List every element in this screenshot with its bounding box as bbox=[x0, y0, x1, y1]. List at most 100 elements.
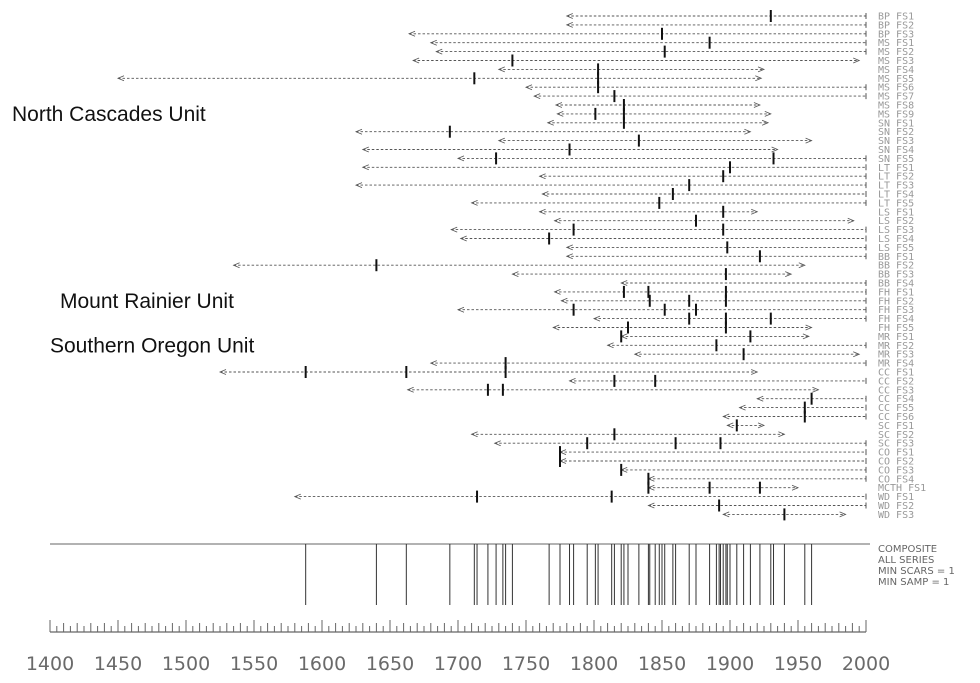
pith-marker bbox=[553, 289, 561, 295]
tick-label: 1500 bbox=[162, 653, 210, 675]
series-label: MS FS4 bbox=[878, 65, 914, 76]
series-label: SC FS1 bbox=[878, 421, 914, 432]
series-row: BP FS1 bbox=[565, 10, 914, 23]
series-row: WD FS3 bbox=[722, 508, 914, 521]
series-label: LT FS4 bbox=[878, 190, 914, 201]
bark-marker bbox=[751, 369, 759, 375]
series-label: MS FS3 bbox=[878, 56, 914, 67]
bark-marker bbox=[853, 57, 861, 64]
series-row: WD FS1 bbox=[293, 490, 914, 503]
series-label: FH FS2 bbox=[878, 296, 914, 307]
series-row: SN FS3 bbox=[497, 134, 914, 147]
bark-marker bbox=[853, 351, 861, 358]
unit-label: North Cascades Unit bbox=[12, 103, 206, 126]
series-label: SC FS3 bbox=[878, 439, 914, 450]
series-row: MS FS9 bbox=[556, 107, 914, 120]
bark-marker bbox=[744, 128, 752, 135]
series-label: MS FS8 bbox=[878, 101, 914, 112]
series-label: MR FS3 bbox=[878, 350, 914, 361]
pith-marker bbox=[538, 173, 546, 180]
series-row: SC FS3 bbox=[493, 437, 914, 450]
series-row: MS FS4 bbox=[497, 63, 914, 76]
series-label: BB FS2 bbox=[878, 261, 914, 272]
series-label: MR FS1 bbox=[878, 332, 914, 343]
pith-marker bbox=[450, 226, 458, 233]
bark-marker bbox=[761, 119, 770, 126]
series-row: MS FS5 bbox=[116, 72, 914, 85]
series-label: BP FS3 bbox=[878, 29, 914, 40]
series-row: WD FS2 bbox=[647, 499, 914, 512]
series-row: MS FS7 bbox=[533, 90, 914, 103]
series-label: CO FS1 bbox=[878, 448, 914, 459]
series-row: FH FS1 bbox=[553, 285, 914, 298]
series-label: MS FS2 bbox=[878, 47, 914, 58]
series-row: MR FS3 bbox=[633, 348, 914, 361]
series-label: MR FS2 bbox=[878, 341, 914, 352]
series-row: SN FS2 bbox=[354, 125, 914, 138]
pith-marker bbox=[470, 431, 478, 438]
series-row: LT FS2 bbox=[538, 170, 914, 183]
tick-label: 1400 bbox=[26, 653, 74, 675]
series-row: LT FS3 bbox=[354, 179, 914, 192]
series-row: CC FS4 bbox=[756, 392, 914, 405]
series-row: LS FS5 bbox=[565, 241, 914, 254]
series-row: FH FS3 bbox=[456, 303, 914, 316]
series-label: MS FS9 bbox=[878, 109, 914, 120]
series-label: CC FS1 bbox=[878, 368, 914, 379]
pith-marker bbox=[497, 137, 505, 144]
series-label: MS FS6 bbox=[878, 83, 914, 94]
series-row: LS FS4 bbox=[459, 232, 914, 245]
pith-marker bbox=[538, 208, 546, 215]
pith-marker bbox=[218, 369, 227, 375]
series-label: BP FS1 bbox=[878, 12, 914, 23]
series-row: CC FS2 bbox=[568, 374, 914, 387]
series-label: WD FS3 bbox=[878, 510, 914, 521]
series-row: MS FS3 bbox=[412, 54, 914, 67]
bark-marker bbox=[778, 431, 786, 438]
pith-marker bbox=[556, 111, 564, 117]
pith-marker bbox=[554, 102, 563, 108]
series-row: SN FS5 bbox=[456, 152, 914, 165]
series-row: LT FS5 bbox=[470, 196, 914, 209]
bark-marker bbox=[753, 102, 761, 108]
series-label: LT FS5 bbox=[878, 198, 914, 209]
pith-marker bbox=[511, 271, 519, 277]
pith-marker bbox=[560, 297, 568, 304]
series-label: MS FS5 bbox=[878, 74, 914, 85]
pith-marker bbox=[722, 511, 730, 518]
pith-marker bbox=[429, 360, 437, 366]
series-label: MS FS1 bbox=[878, 38, 914, 49]
pith-marker bbox=[429, 39, 437, 46]
bark-marker bbox=[802, 333, 810, 340]
bark-marker bbox=[839, 511, 847, 518]
unit-label: Mount Rainier Unit bbox=[60, 290, 234, 313]
series-label: LS FS1 bbox=[878, 207, 914, 218]
pith-marker bbox=[726, 422, 734, 429]
series-label: SN FS4 bbox=[878, 145, 914, 156]
pith-marker bbox=[738, 404, 746, 411]
series-row: FH FS4 bbox=[592, 312, 914, 325]
tick-label: 1600 bbox=[298, 653, 346, 675]
bark-marker bbox=[785, 271, 793, 277]
series-label: BP FS2 bbox=[878, 20, 914, 31]
series-label: CC FS6 bbox=[878, 412, 914, 423]
pith-marker bbox=[116, 75, 125, 82]
series-row: CO FS1 bbox=[558, 446, 914, 459]
bark-marker bbox=[751, 208, 759, 215]
series-label: CO FS3 bbox=[878, 465, 914, 476]
pith-marker bbox=[568, 378, 576, 384]
tick-label: 1700 bbox=[434, 653, 482, 675]
pith-marker bbox=[470, 200, 478, 206]
series-label: CO FS4 bbox=[878, 474, 914, 485]
legend-line: COMPOSITE bbox=[878, 544, 937, 555]
tick-label: 1850 bbox=[638, 653, 686, 675]
pith-marker bbox=[408, 30, 416, 37]
series-row: CO FS2 bbox=[558, 455, 914, 468]
pith-marker bbox=[565, 22, 573, 28]
series-row: MS FS1 bbox=[429, 36, 914, 49]
bark-marker bbox=[798, 262, 806, 269]
tick-label: 1900 bbox=[706, 653, 754, 675]
series-label: CC FS5 bbox=[878, 403, 914, 414]
